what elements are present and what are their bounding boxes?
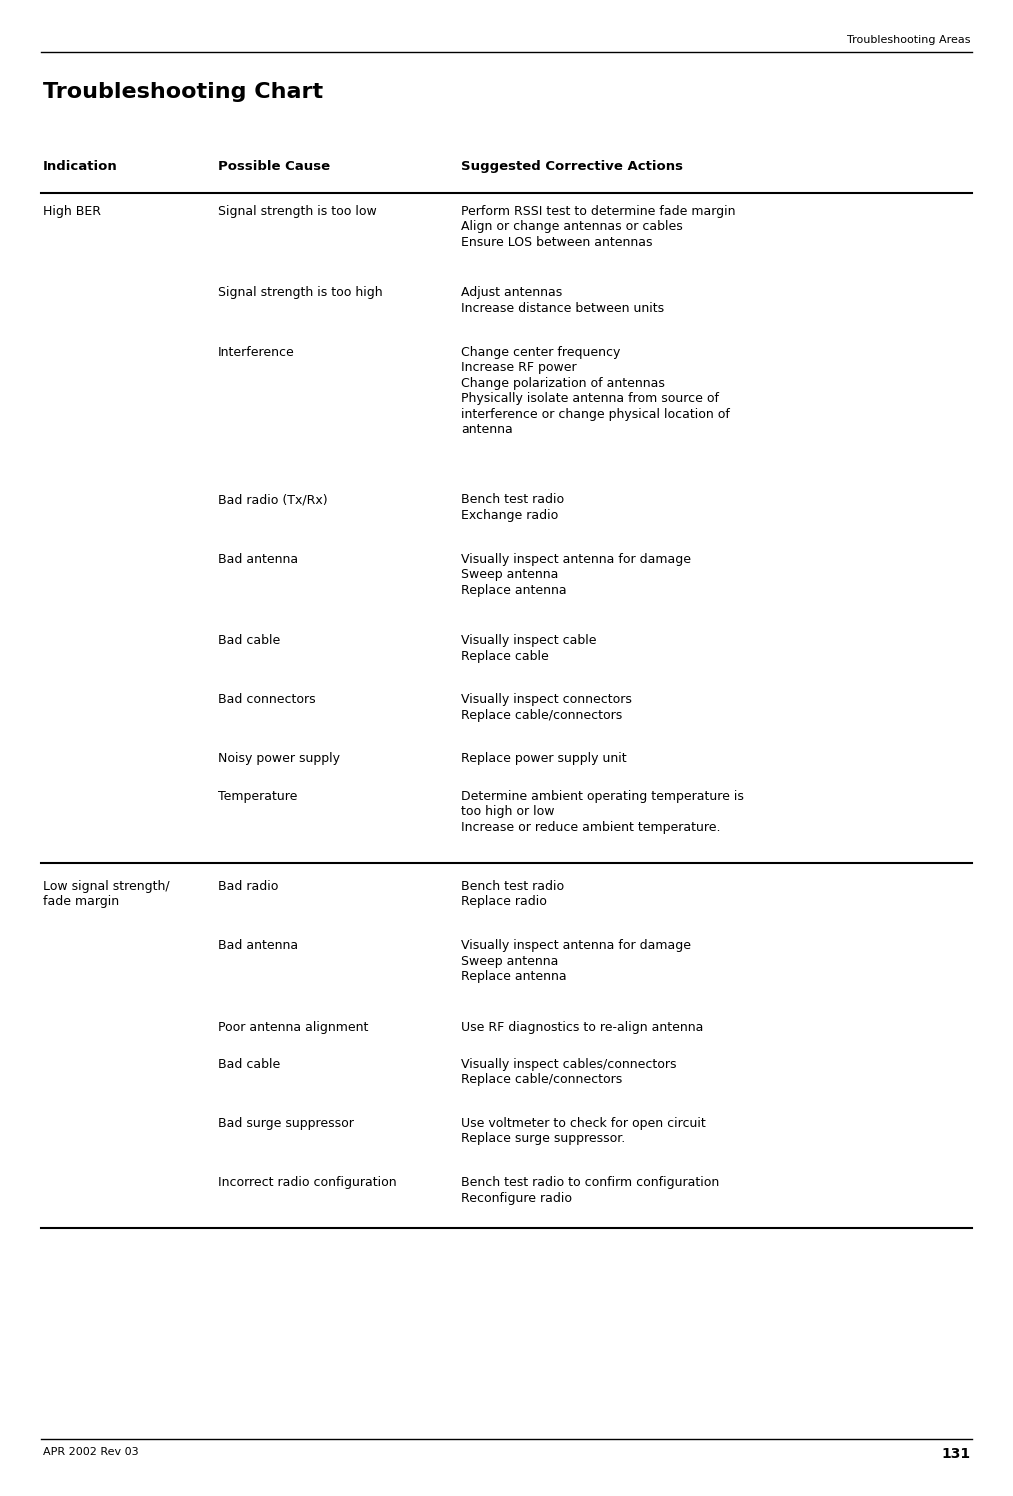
Text: Use voltmeter to check for open circuit
Replace surge suppressor.: Use voltmeter to check for open circuit …	[461, 1118, 706, 1146]
Text: Bench test radio to confirm configuration
Reconfigure radio: Bench test radio to confirm configuratio…	[461, 1176, 719, 1204]
Text: Bad surge suppressor: Bad surge suppressor	[218, 1118, 354, 1129]
Text: Change center frequency
Increase RF power
Change polarization of antennas
Physic: Change center frequency Increase RF powe…	[461, 346, 729, 435]
Text: Bad connectors: Bad connectors	[218, 693, 315, 706]
Text: Visually inspect cables/connectors
Replace cable/connectors: Visually inspect cables/connectors Repla…	[461, 1058, 677, 1086]
Text: Bad antenna: Bad antenna	[218, 552, 298, 565]
Text: 131: 131	[941, 1447, 970, 1460]
Text: Signal strength is too high: Signal strength is too high	[218, 286, 383, 299]
Text: Determine ambient operating temperature is
too high or low
Increase or reduce am: Determine ambient operating temperature …	[461, 790, 744, 833]
Text: Possible Cause: Possible Cause	[218, 160, 330, 174]
Text: Poor antenna alignment: Poor antenna alignment	[218, 1020, 368, 1034]
Text: Adjust antennas
Increase distance between units: Adjust antennas Increase distance betwee…	[461, 286, 665, 314]
Text: Replace power supply unit: Replace power supply unit	[461, 752, 626, 766]
Text: Interference: Interference	[218, 346, 295, 359]
Text: Use RF diagnostics to re-align antenna: Use RF diagnostics to re-align antenna	[461, 1020, 703, 1034]
Text: Bench test radio
Exchange radio: Bench test radio Exchange radio	[461, 494, 564, 522]
Text: Visually inspect cable
Replace cable: Visually inspect cable Replace cable	[461, 634, 597, 663]
Text: Troubleshooting Areas: Troubleshooting Areas	[847, 34, 970, 45]
Text: Bad cable: Bad cable	[218, 634, 280, 646]
Text: Troubleshooting Chart: Troubleshooting Chart	[43, 82, 323, 102]
Text: Suggested Corrective Actions: Suggested Corrective Actions	[461, 160, 683, 174]
Text: APR 2002 Rev 03: APR 2002 Rev 03	[43, 1447, 138, 1457]
Text: Visually inspect antenna for damage
Sweep antenna
Replace antenna: Visually inspect antenna for damage Swee…	[461, 552, 691, 597]
Text: High BER: High BER	[43, 205, 100, 218]
Text: Bad radio: Bad radio	[218, 880, 279, 893]
Text: Bad cable: Bad cable	[218, 1058, 280, 1071]
Text: Indication: Indication	[43, 160, 118, 174]
Text: Incorrect radio configuration: Incorrect radio configuration	[218, 1176, 396, 1189]
Text: Bad antenna: Bad antenna	[218, 939, 298, 951]
Text: Low signal strength/
fade margin: Low signal strength/ fade margin	[43, 880, 169, 908]
Text: Perform RSSI test to determine fade margin
Align or change antennas or cables
En: Perform RSSI test to determine fade marg…	[461, 205, 735, 248]
Text: Visually inspect connectors
Replace cable/connectors: Visually inspect connectors Replace cabl…	[461, 693, 632, 721]
Text: Visually inspect antenna for damage
Sweep antenna
Replace antenna: Visually inspect antenna for damage Swee…	[461, 939, 691, 983]
Text: Bad radio (Tx/Rx): Bad radio (Tx/Rx)	[218, 494, 327, 506]
Text: Noisy power supply: Noisy power supply	[218, 752, 339, 766]
Text: Signal strength is too low: Signal strength is too low	[218, 205, 377, 218]
Text: Bench test radio
Replace radio: Bench test radio Replace radio	[461, 880, 564, 908]
Text: Temperature: Temperature	[218, 790, 297, 802]
